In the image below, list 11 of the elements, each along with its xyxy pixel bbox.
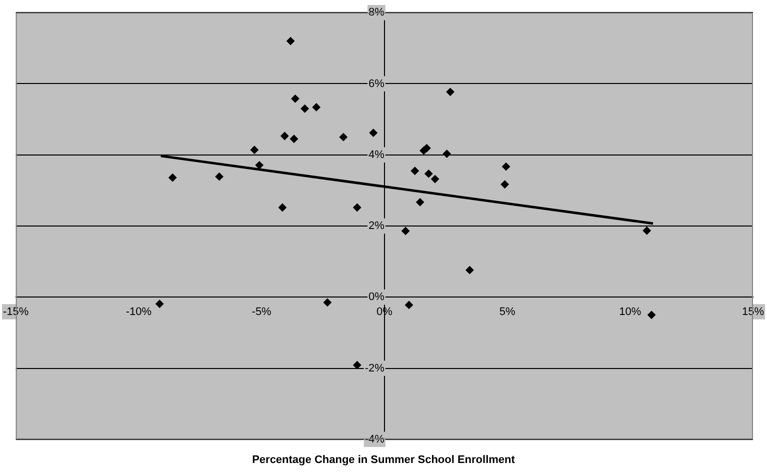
- x-axis-title: Percentage Change in Summer School Enrollment: [251, 454, 516, 466]
- x-tick-label: -15%: [2, 306, 29, 318]
- x-tick-label: 5%: [499, 306, 516, 318]
- y-tick-label: 0%: [368, 291, 385, 304]
- x-tick-label: 10%: [619, 306, 642, 318]
- y-tick-label: 2%: [368, 220, 385, 232]
- y-tick-label: -2%: [364, 362, 385, 374]
- y-tick-label: 6%: [368, 78, 385, 90]
- x-tick-label: -5%: [252, 306, 272, 318]
- y-tick-label: 4%: [368, 148, 385, 161]
- x-tick-label: -10%: [126, 306, 152, 318]
